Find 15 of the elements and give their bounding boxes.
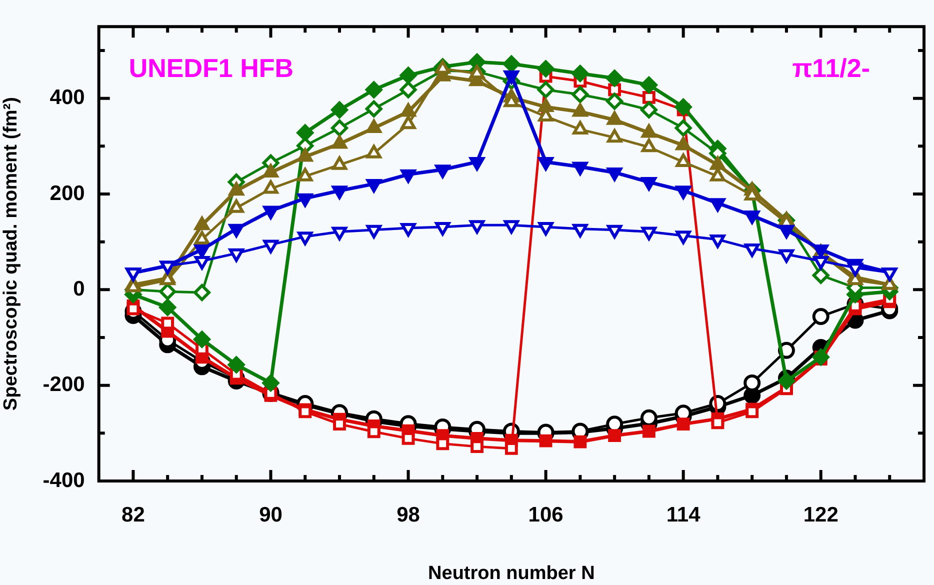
x-tick-label: 90 [259, 503, 282, 526]
y-tick-label: 0 [73, 277, 85, 300]
x-tick-label: 106 [528, 503, 564, 526]
x-tick-label: 122 [803, 503, 838, 526]
x-axis-title: Neutron number N [428, 562, 595, 584]
y-tick-label: -200 [42, 373, 85, 396]
y-axis-title: Spectroscopic quad. moment (fm²) [0, 97, 22, 411]
x-tick-label: 114 [666, 503, 701, 526]
annotation: π11/2- [792, 52, 870, 83]
y-tick-label: 400 [50, 86, 85, 110]
y-tick-label: -400 [42, 468, 85, 492]
annotation: UNEDF1 HFB [128, 52, 294, 83]
x-tick-label: 82 [122, 503, 145, 526]
x-tick-label: 98 [396, 503, 420, 526]
y-tick-label: 200 [50, 182, 85, 205]
